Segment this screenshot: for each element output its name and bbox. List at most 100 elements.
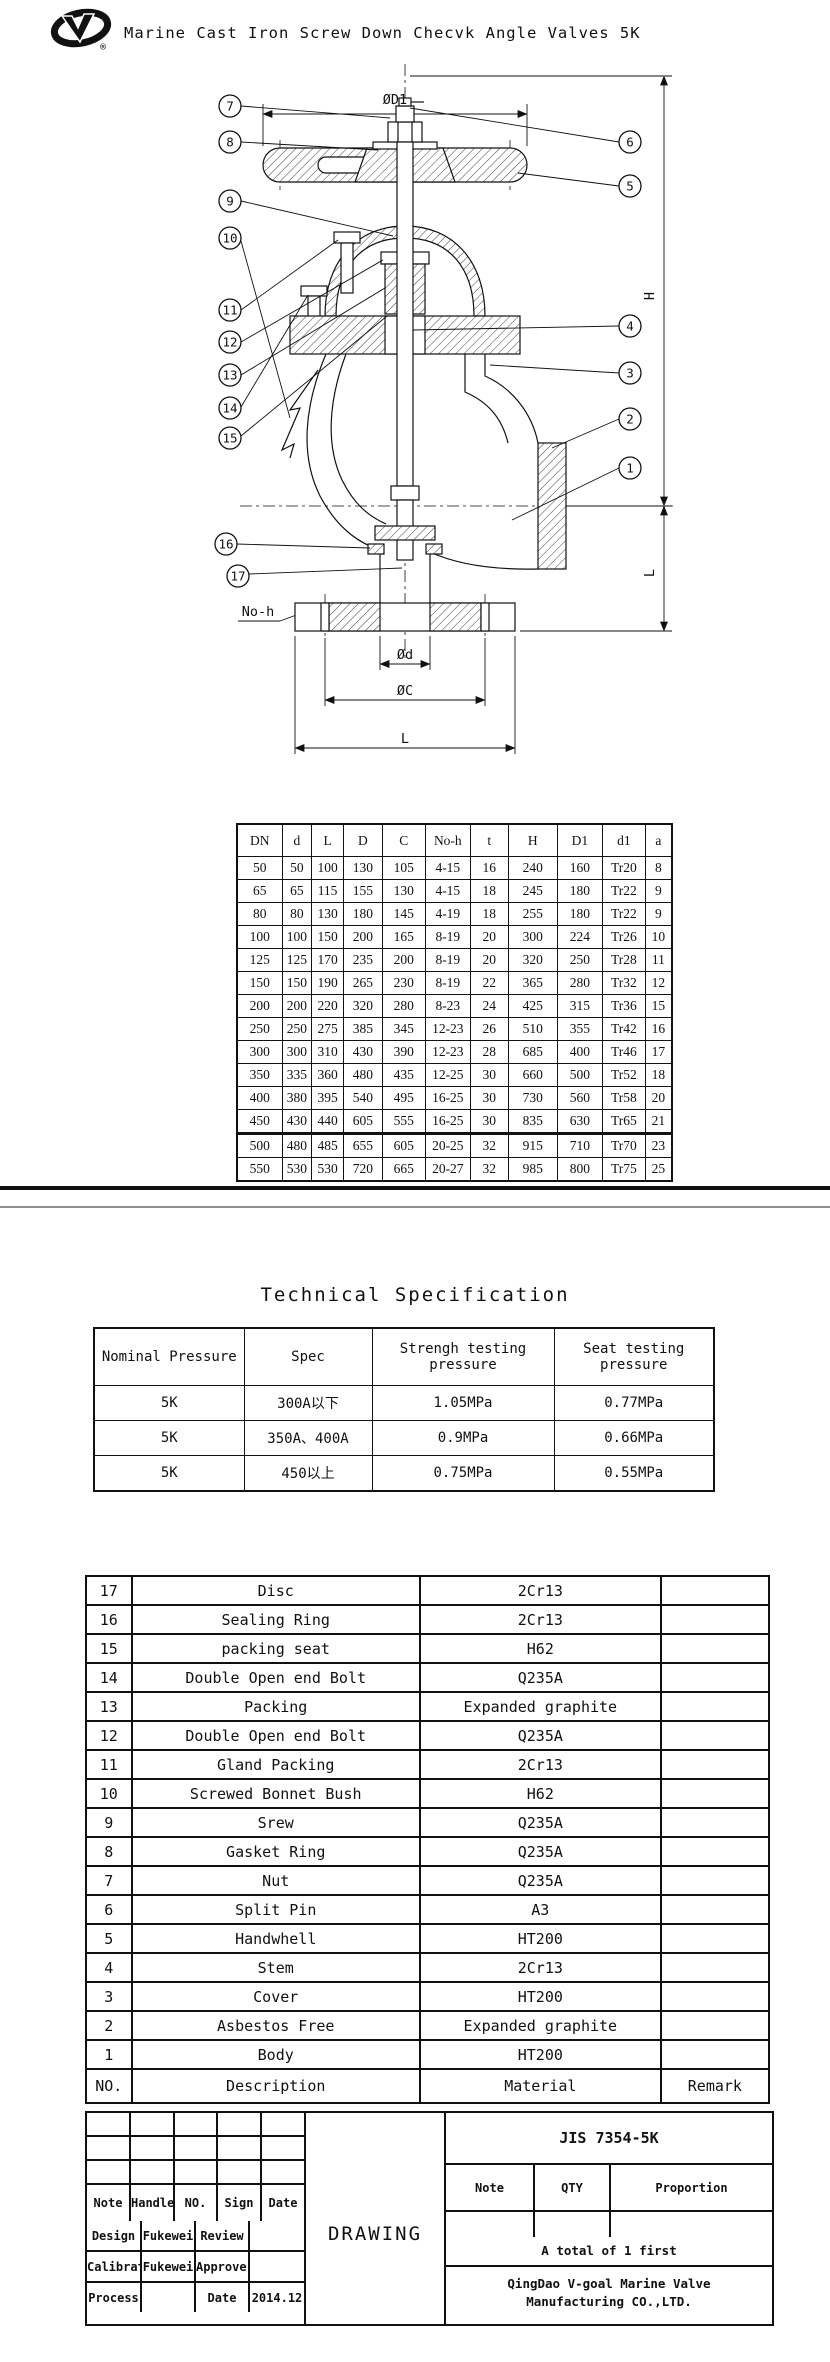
- table-cell: 4-15: [424, 856, 471, 880]
- table-cell: 230: [381, 971, 426, 995]
- column-header: H: [507, 823, 558, 857]
- table-cell: Expanded graphite: [418, 2010, 662, 2041]
- table-cell: 300: [507, 925, 558, 949]
- dim-d1-label: ØD1: [383, 92, 407, 108]
- column-header: Handle: [129, 2183, 175, 2222]
- table-cell: 16-25: [424, 1109, 471, 1134]
- sign-label: Process: [86, 2281, 142, 2313]
- callout-7: 7: [218, 94, 242, 118]
- table-row: 5K 450以上 0.75MPa 0.55MPa: [93, 1455, 715, 1492]
- callout-6: 6: [618, 130, 642, 154]
- callout-4: 4: [618, 314, 642, 338]
- table-cell: 8-19: [424, 925, 471, 949]
- table-row: 8 Gasket Ring Q235A: [85, 1836, 771, 1867]
- table-cell: 2Cr13: [418, 1749, 662, 1780]
- empty-cell: [260, 2112, 305, 2137]
- table-cell: 485: [311, 1132, 344, 1158]
- table-row: 12 Double Open end Bolt Q235A: [85, 1720, 771, 1751]
- column-header: Note: [445, 2164, 535, 2212]
- table-cell: 730: [507, 1086, 558, 1110]
- table-cell: 15: [85, 1633, 133, 1664]
- sign-row: Design Fukewei Review: [86, 2220, 305, 2252]
- table-cell: 800: [556, 1157, 603, 1182]
- callout-9: 9: [218, 189, 242, 213]
- table-cell: 6: [85, 1894, 133, 1925]
- parts-footer-row: NO. Description Material Remark: [85, 2068, 771, 2104]
- table-cell: Disc: [130, 1575, 421, 1606]
- table-cell: 0.77MPa: [553, 1385, 715, 1421]
- table-cell: 50: [236, 856, 283, 880]
- table-cell: [659, 1691, 771, 1722]
- table-cell: [659, 1662, 771, 1693]
- callout-label: 1: [626, 461, 634, 476]
- table-cell: packing seat: [130, 1633, 421, 1664]
- table-cell: 105: [381, 856, 426, 880]
- table-cell: Stem: [130, 1952, 421, 1983]
- empty-cell: [216, 2135, 262, 2161]
- table-cell: 9: [644, 902, 673, 926]
- vgoal-logo: [50, 8, 112, 48]
- table-cell: 32: [469, 1132, 509, 1158]
- empty-cell: [173, 2112, 218, 2137]
- empty-cell: [129, 2112, 175, 2137]
- table-cell: 605: [342, 1109, 383, 1134]
- sign-value: [248, 2250, 305, 2283]
- sign-value: [140, 2281, 196, 2313]
- table-cell: 16-25: [424, 1086, 471, 1110]
- table-cell: H62: [418, 1633, 662, 1664]
- callout-label: 6: [626, 135, 634, 150]
- table-cell: 220: [311, 994, 344, 1018]
- table-cell: Split Pin: [130, 1894, 421, 1925]
- table-cell: Double Open end Bolt: [130, 1720, 421, 1751]
- table-cell: 7: [85, 1865, 133, 1896]
- table-cell: 500: [556, 1063, 603, 1087]
- table-cell: Tr22: [601, 902, 646, 926]
- empty-cell: [173, 2135, 218, 2161]
- leader-lines: [236, 105, 620, 575]
- table-cell: Packing: [130, 1691, 421, 1722]
- table-cell: 165: [381, 925, 426, 949]
- spec-title: Technical Specification: [260, 1284, 570, 1306]
- table-cell: 20-27: [424, 1157, 471, 1182]
- table-row: 450 430 440 605 555 16-25 30 835 630 Tr65 21: [236, 1109, 673, 1134]
- sign-row: Process Date 2014.12: [86, 2281, 305, 2313]
- table-row: 5K 350A、400A 0.9MPa 0.66MPa: [93, 1420, 715, 1456]
- table-cell: 380: [281, 1086, 313, 1110]
- table-cell: 200: [281, 994, 313, 1018]
- sign-row: Calibrator Fukewei Approver: [86, 2250, 305, 2283]
- callout-1: 1: [618, 456, 642, 480]
- table-cell: 450以上: [243, 1455, 373, 1492]
- table-cell: [659, 1633, 771, 1664]
- column-header: D: [342, 823, 383, 857]
- table-cell: 11: [85, 1749, 133, 1780]
- callout-5: 5: [618, 174, 642, 198]
- table-cell: 550: [236, 1157, 283, 1182]
- column-header: D1: [556, 823, 603, 857]
- table-cell: 365: [507, 971, 558, 995]
- table-cell: A3: [418, 1894, 662, 1925]
- table-cell: 530: [311, 1157, 344, 1182]
- table-cell: 540: [342, 1086, 383, 1110]
- table-cell: 150: [311, 925, 344, 949]
- table-cell: 30: [469, 1086, 509, 1110]
- table-cell: 0.66MPa: [553, 1420, 715, 1456]
- column-header: NO.: [85, 2068, 133, 2104]
- table-cell: 25: [644, 1157, 673, 1182]
- table-cell: 915: [507, 1132, 558, 1158]
- table-cell: 9: [644, 879, 673, 903]
- callout-label: 8: [226, 135, 234, 150]
- table-cell: Nut: [130, 1865, 421, 1896]
- table-cell: 560: [556, 1086, 603, 1110]
- table-cell: 5K: [93, 1420, 245, 1456]
- callout-label: 4: [626, 319, 634, 334]
- sign-label: Calibrator: [86, 2250, 142, 2283]
- table-cell: 300: [236, 1040, 283, 1064]
- table-cell: Srew: [130, 1807, 421, 1838]
- table-cell: 12: [85, 1720, 133, 1751]
- table-cell: 480: [281, 1132, 313, 1158]
- table-cell: 180: [556, 902, 603, 926]
- sign-label: Review: [194, 2220, 250, 2252]
- table-cell: Body: [130, 2039, 421, 2070]
- title-block-center: DRAWING: [304, 2113, 446, 2324]
- table-cell: 320: [342, 994, 383, 1018]
